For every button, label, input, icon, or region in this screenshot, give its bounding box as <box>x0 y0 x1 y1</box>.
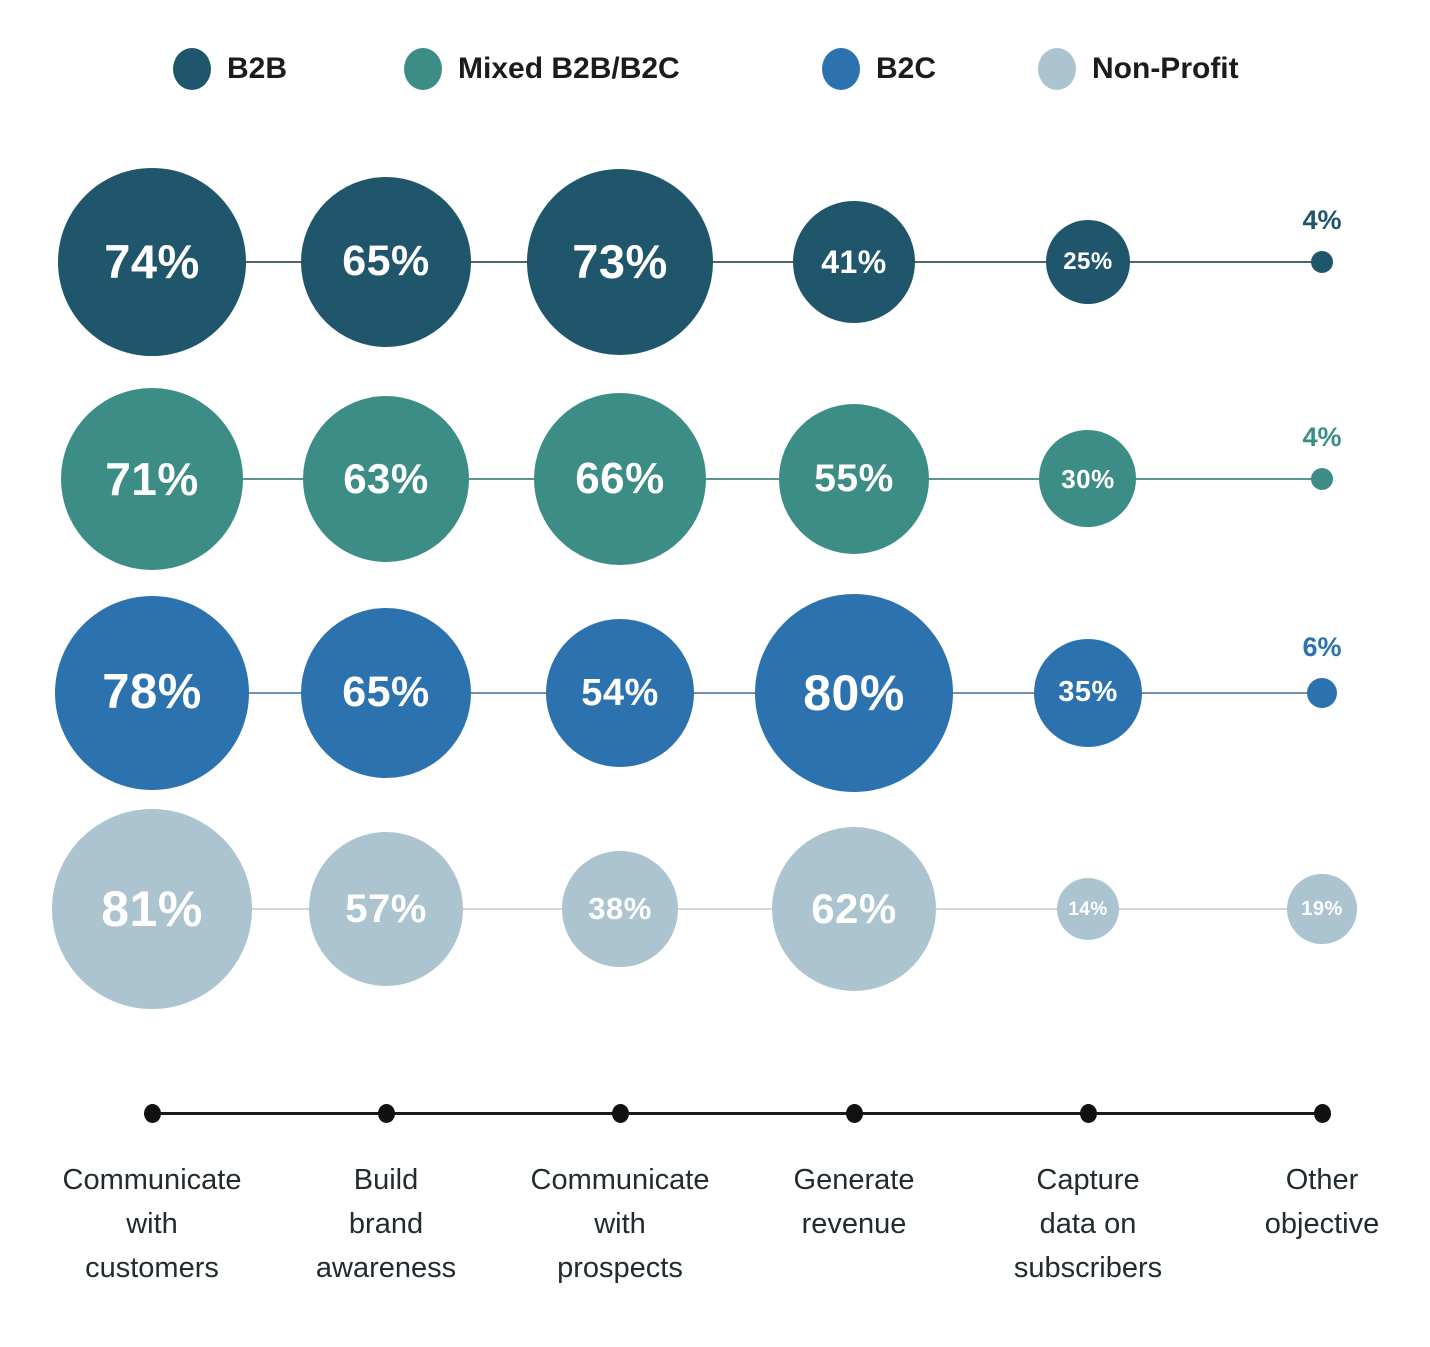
bubble: 38% <box>562 851 678 967</box>
legend-item-mixed: Mixed B2B/B2C <box>404 48 680 90</box>
bubble: 19% <box>1287 874 1357 944</box>
small-bubble-value-label: 6% <box>1302 632 1342 663</box>
bubble: 35% <box>1033 638 1143 748</box>
bubble: 80% <box>754 593 954 793</box>
legend-item-label: B2C <box>876 52 937 85</box>
bubble: 78% <box>54 595 250 791</box>
bubble: 81% <box>51 808 253 1010</box>
bubble <box>1310 250 1334 274</box>
bubble: 14% <box>1057 878 1119 940</box>
bubble <box>1310 467 1334 491</box>
bubble-value-label: 38% <box>588 891 652 927</box>
bubble-value-label: 25% <box>1063 247 1113 275</box>
bubble-value-label: 35% <box>1058 676 1118 709</box>
bubble: 74% <box>58 168 246 356</box>
axis-tick-dot <box>611 1103 629 1123</box>
legend-item-label: Non-Profit <box>1092 52 1239 85</box>
small-bubble-value-label: 4% <box>1302 421 1342 452</box>
bubble-value-label: 57% <box>345 886 427 931</box>
category-label: Communicate with customers <box>62 1164 242 1285</box>
bubble-value-label: 80% <box>803 664 905 721</box>
bubble-value-label: 78% <box>102 665 202 720</box>
bubble: 30% <box>1039 430 1137 528</box>
bubble-value-label: 55% <box>814 457 894 501</box>
bubble-value-label: 65% <box>342 668 430 717</box>
legend-item-b2c: B2C <box>822 48 936 90</box>
bubble-value-label: 74% <box>104 235 200 289</box>
category-label: Build brand awareness <box>315 1164 457 1285</box>
axis-tick-dot <box>377 1103 395 1123</box>
legend-swatch-nonprofit <box>1038 48 1076 90</box>
category-label: Generate revenue <box>793 1164 915 1241</box>
bubble <box>1307 678 1337 708</box>
category-label: Capture data on subscribers <box>1013 1164 1163 1285</box>
small-bubble-value-label: 4% <box>1302 204 1342 235</box>
bubble-value-label: 30% <box>1061 463 1115 494</box>
bubble: 71% <box>61 388 243 570</box>
bubble-value-label: 63% <box>343 454 429 502</box>
legend-item-label: Mixed B2B/B2C <box>458 52 680 85</box>
legend-swatch-b2b <box>173 48 211 90</box>
legend-item-nonprofit: Non-Profit <box>1038 48 1239 90</box>
bubble-value-label: 65% <box>342 237 430 286</box>
row-connector-line <box>152 691 1322 695</box>
legend-item-b2b: B2B <box>173 48 287 90</box>
axis-tick-dot <box>845 1103 863 1123</box>
bubble-value-label: 19% <box>1301 897 1343 920</box>
bubble-value-label: 81% <box>101 880 203 937</box>
bubble-value-label: 14% <box>1068 898 1108 920</box>
bubble: 65% <box>300 176 472 348</box>
axis-line <box>150 1111 1324 1115</box>
bubble: 25% <box>1045 219 1131 305</box>
bubble: 73% <box>527 169 713 355</box>
axis-tick-dot <box>1313 1103 1331 1123</box>
bubble-value-label: 66% <box>575 453 665 503</box>
category-label: Communicate with prospects <box>530 1164 710 1285</box>
bubble-value-label: 54% <box>581 671 659 714</box>
legend-item-label: B2B <box>227 52 288 85</box>
bubble: 63% <box>302 395 470 563</box>
legend-swatch-b2c <box>822 48 860 90</box>
row-connector-line <box>152 907 1322 911</box>
legend-swatch-mixed <box>404 48 442 90</box>
bubble-value-label: 62% <box>811 884 897 932</box>
row-connector-line <box>152 260 1322 264</box>
axis-tick-dot <box>1079 1103 1097 1123</box>
bubble: 55% <box>778 403 930 555</box>
axis-tick-dot <box>143 1103 161 1123</box>
bubble-value-label: 71% <box>105 452 199 505</box>
bubble: 65% <box>300 607 472 779</box>
bubble: 62% <box>771 826 937 992</box>
category-label: Other objective <box>1264 1164 1380 1241</box>
bubble-value-label: 73% <box>572 235 668 289</box>
bubble-value-label: 41% <box>821 243 887 280</box>
bubble: 66% <box>533 392 707 566</box>
bubble: 57% <box>308 831 464 987</box>
bubble: 54% <box>545 618 695 768</box>
row-connector-line <box>152 477 1322 481</box>
bubble: 41% <box>793 201 915 323</box>
